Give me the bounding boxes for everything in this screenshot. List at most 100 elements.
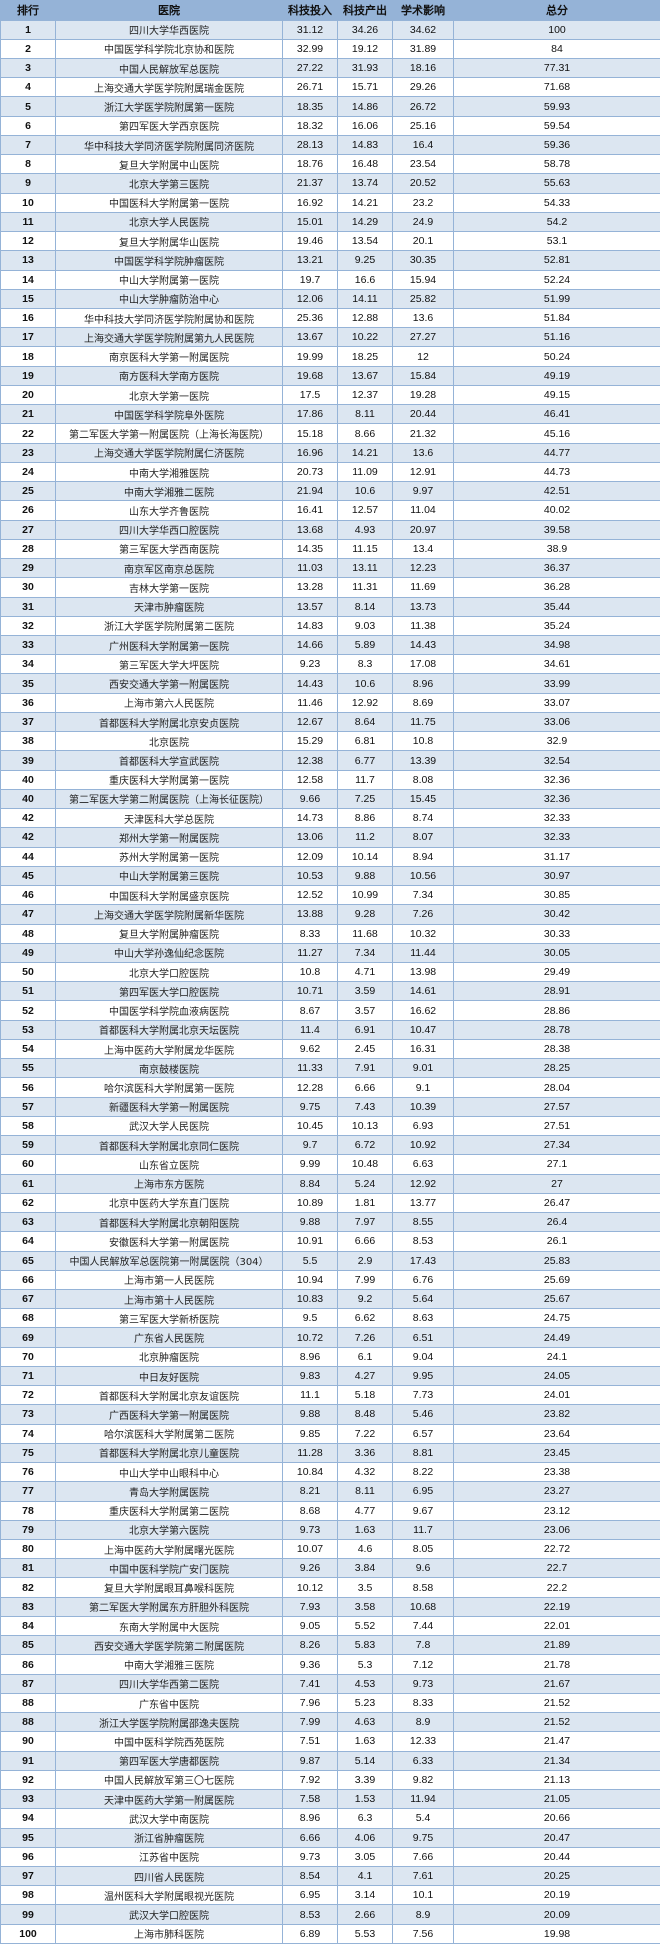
hospital-name-cell: 中国医科大学附属第一医院: [55, 192, 283, 213]
table-row: 87 四川大学华西第二医院 7.41 4.53 9.73 21.67: [0, 1673, 660, 1694]
tech-output-cell: 10.6: [337, 673, 393, 694]
rank-cell: 2: [0, 38, 56, 59]
table-row: 62 北京中医药大学东直门医院 10.89 1.81 13.77 26.47: [0, 1192, 660, 1214]
total-score-cell: 33.06: [453, 711, 660, 733]
total-score-cell: 32.36: [453, 788, 660, 810]
total-score-cell: 26.1: [453, 1231, 660, 1252]
hospital-name-cell: 中国医学科学院血液病医院: [55, 1000, 283, 1021]
table-row: 56 哈尔滨医科大学附属第一医院 12.28 6.66 9.1 28.04: [0, 1077, 660, 1098]
hospital-name-cell: 复旦大学附属中山医院: [55, 154, 283, 175]
total-score-cell: 27: [453, 1173, 660, 1194]
hospital-name-cell: 浙江省肿瘤医院: [55, 1827, 283, 1848]
academic-impact-cell: 30.35: [392, 250, 454, 271]
hospital-name-cell: 首都医科大学附属北京友谊医院: [55, 1385, 283, 1406]
tech-output-cell: 5.14: [337, 1750, 393, 1771]
table-row: 81 中国中医科学院广安门医院 9.26 3.84 9.6 22.7: [0, 1558, 660, 1579]
total-score-cell: 24.05: [453, 1365, 660, 1387]
table-row: 90 中国中医科学院西苑医院 7.51 1.63 12.33 21.47: [0, 1731, 660, 1752]
tech-output-cell: 10.14: [337, 846, 393, 867]
academic-impact-cell: 5.64: [392, 1288, 454, 1310]
table-row: 76 中山大学中山眼科中心 10.84 4.32 8.22 23.38: [0, 1462, 660, 1483]
rank-cell: 71: [0, 1365, 56, 1387]
table-row: 86 中南大学湘雅三医院 9.36 5.3 7.12 21.78: [0, 1654, 660, 1675]
hospital-name-cell: 武汉大学人民医院: [55, 1115, 283, 1137]
academic-impact-cell: 8.94: [392, 846, 454, 867]
total-score-cell: 53.1: [453, 231, 660, 252]
academic-impact-cell: 23.54: [392, 154, 454, 175]
tech-input-cell: 8.96: [282, 1808, 338, 1829]
table-row: 70 北京肿瘤医院 8.96 6.1 9.04 24.1: [0, 1346, 660, 1367]
hospital-name-cell: 中日友好医院: [55, 1365, 283, 1387]
rank-cell: 26: [0, 500, 56, 521]
tech-output-cell: 1.63: [337, 1731, 393, 1752]
tech-output-cell: 3.36: [337, 1442, 393, 1464]
tech-input-cell: 13.21: [282, 250, 338, 271]
academic-impact-cell: 13.6: [392, 442, 454, 463]
rank-cell: 31: [0, 596, 56, 617]
academic-impact-cell: 16.31: [392, 1038, 454, 1060]
rank-cell: 35: [0, 673, 56, 694]
total-score-cell: 52.81: [453, 250, 660, 271]
hospital-name-cell: 上海市第一人民医院: [55, 1269, 283, 1290]
total-score-cell: 22.72: [453, 1539, 660, 1560]
academic-impact-cell: 24.9: [392, 211, 454, 233]
total-score-cell: 22.19: [453, 1596, 660, 1617]
tech-output-cell: 14.29: [337, 211, 393, 233]
hospital-name-cell: 四川大学华西口腔医院: [55, 519, 283, 540]
hospital-name-cell: 首都医科大学附属北京儿童医院: [55, 1442, 283, 1464]
table-body: 1 四川大学华西医院 31.12 34.26 34.62 100 2 中国医学科学院北京协和医…: [0, 19, 660, 1944]
table-row: 80 上海中医药大学附属曙光医院 10.07 4.6 8.05 22.72: [0, 1539, 660, 1560]
rank-cell: 47: [0, 904, 56, 925]
table-row: 73 广西医科大学第一附属医院 9.88 8.48 5.46 23.82: [0, 1404, 660, 1425]
table-row: 3 中国人民解放军总医院 27.22 31.93 18.16 77.31: [0, 57, 660, 79]
total-score-cell: 58.78: [453, 154, 660, 175]
rank-cell: 33: [0, 634, 56, 656]
academic-impact-cell: 10.56: [392, 865, 454, 887]
table-row: 38 北京医院 15.29 6.81 10.8 32.9: [0, 731, 660, 752]
table-row: 77 青岛大学附属医院 8.21 8.11 6.95 23.27: [0, 1481, 660, 1502]
hospital-name-cell: 天津医科大学总医院: [55, 808, 283, 829]
hospital-name-cell: 浙江大学医学院附属邵逸夫医院: [55, 1712, 283, 1733]
tech-input-cell: 10.91: [282, 1231, 338, 1252]
tech-input-cell: 13.67: [282, 327, 338, 348]
hospital-name-cell: 四川大学华西医院: [55, 19, 283, 40]
table-row: 53 首都医科大学附属北京天坛医院 11.4 6.91 10.47 28.78: [0, 1019, 660, 1040]
rank-cell: 27: [0, 519, 56, 540]
tech-input-cell: 7.51: [282, 1731, 338, 1752]
hospital-name-cell: 第三军医大学新桥医院: [55, 1308, 283, 1329]
tech-input-cell: 11.1: [282, 1385, 338, 1406]
tech-output-cell: 7.99: [337, 1269, 393, 1290]
tech-input-cell: 12.58: [282, 769, 338, 790]
total-score-cell: 20.19: [453, 1885, 660, 1906]
total-score-cell: 23.27: [453, 1481, 660, 1502]
total-score-cell: 28.04: [453, 1077, 660, 1098]
tech-input-cell: 14.35: [282, 538, 338, 560]
academic-impact-cell: 8.07: [392, 827, 454, 848]
total-score-cell: 33.99: [453, 673, 660, 694]
table-row: 50 北京大学口腔医院 10.8 4.71 13.98 29.49: [0, 961, 660, 983]
rank-cell: 23: [0, 442, 56, 463]
table-row: 49 中山大学孙逸仙纪念医院 11.27 7.34 11.44 30.05: [0, 942, 660, 963]
tech-input-cell: 7.99: [282, 1712, 338, 1733]
total-score-cell: 26.4: [453, 1212, 660, 1233]
table-row: 32 浙江大学医学院附属第二医院 14.83 9.03 11.38 35.24: [0, 615, 660, 637]
tech-output-cell: 7.22: [337, 1423, 393, 1444]
tech-input-cell: 7.96: [282, 1692, 338, 1714]
header-total-score: 总分: [453, 0, 660, 21]
rank-cell: 11: [0, 211, 56, 233]
total-score-cell: 23.45: [453, 1442, 660, 1464]
tech-output-cell: 5.53: [337, 1923, 393, 1944]
academic-impact-cell: 7.73: [392, 1385, 454, 1406]
academic-impact-cell: 8.08: [392, 769, 454, 790]
hospital-name-cell: 中国人民解放军第三〇七医院: [55, 1769, 283, 1791]
rank-cell: 32: [0, 615, 56, 637]
hospital-name-cell: 中国医学科学院肿瘤医院: [55, 250, 283, 271]
table-row: 84 东南大学附属中大医院 9.05 5.52 7.44 22.01: [0, 1615, 660, 1637]
hospital-name-cell: 上海交通大学医学院附属仁济医院: [55, 442, 283, 463]
total-score-cell: 23.82: [453, 1404, 660, 1425]
tech-output-cell: 10.22: [337, 327, 393, 348]
hospital-name-cell: 华中科技大学同济医学院附属同济医院: [55, 134, 283, 156]
tech-output-cell: 13.67: [337, 365, 393, 386]
table-row: 88 广东省中医院 7.96 5.23 8.33 21.52: [0, 1692, 660, 1714]
tech-output-cell: 8.11: [337, 1481, 393, 1502]
